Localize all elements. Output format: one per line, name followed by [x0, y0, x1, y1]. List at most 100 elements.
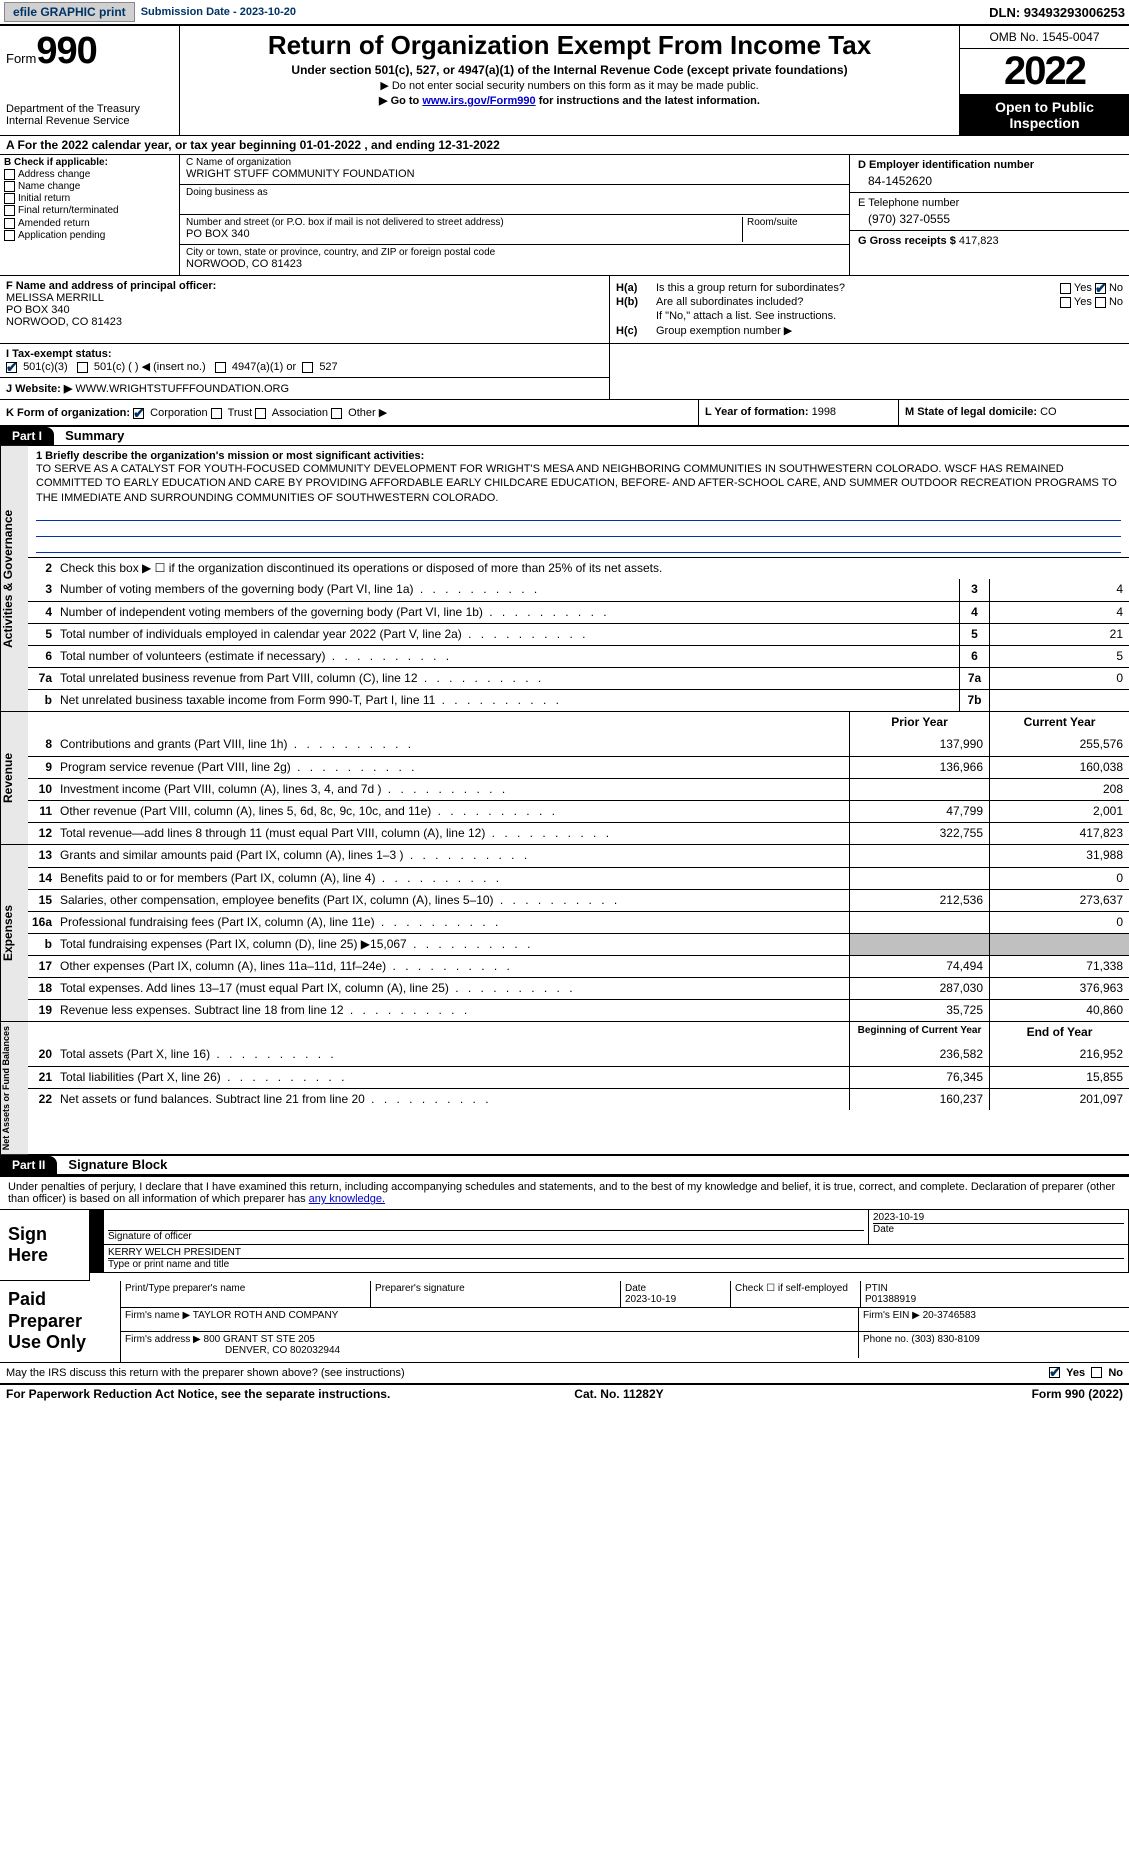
line-label: Other revenue (Part VIII, column (A), li… [56, 801, 849, 822]
arrow-icon [90, 1245, 104, 1272]
form-id-block: Form990 Department of the Treasury Inter… [0, 26, 180, 135]
hc-text: Group exemption number ▶ [656, 324, 792, 337]
city-value: NORWOOD, CO 81423 [186, 258, 843, 270]
part1-header: Part I [0, 427, 54, 445]
association-checkbox[interactable] [255, 408, 266, 419]
501c3-label: 501(c)(3) [23, 361, 68, 373]
application-pending-checkbox[interactable] [4, 230, 15, 241]
dba-label: Doing business as [186, 187, 843, 198]
form-subtitle: Under section 501(c), 527, or 4947(a)(1)… [186, 63, 953, 77]
domicile-value: CO [1040, 406, 1057, 418]
hb-yes-checkbox[interactable] [1060, 297, 1071, 308]
yes-label: Yes [1074, 282, 1092, 294]
prep-date-label: Date [625, 1283, 646, 1294]
501c3-checkbox[interactable] [6, 362, 17, 373]
501c-checkbox[interactable] [77, 362, 88, 373]
current-value: 0 [989, 912, 1129, 933]
initial-return-checkbox[interactable] [4, 193, 15, 204]
line-label: Salaries, other compensation, employee b… [56, 890, 849, 911]
open-to-public: Open to Public Inspection [960, 95, 1129, 135]
prior-value [849, 868, 989, 889]
line-num: 9 [28, 757, 56, 778]
line-num: b [28, 690, 56, 711]
current-value: 40,860 [989, 1000, 1129, 1021]
form-number: 990 [36, 30, 96, 72]
address-change-checkbox[interactable] [4, 169, 15, 180]
current-value: 417,823 [989, 823, 1129, 844]
prior-value: 287,030 [849, 978, 989, 999]
current-value: 216,952 [989, 1044, 1129, 1066]
discuss-label: May the IRS discuss this return with the… [6, 1367, 405, 1379]
prior-value: 160,237 [849, 1089, 989, 1110]
line-label: Total number of individuals employed in … [56, 624, 959, 645]
line-num: 16a [28, 912, 56, 933]
line-label: Benefits paid to or for members (Part IX… [56, 868, 849, 889]
firm-name-label: Firm's name ▶ [125, 1310, 190, 1321]
prior-value: 137,990 [849, 734, 989, 756]
irs-link[interactable]: www.irs.gov/Form990 [422, 95, 535, 107]
current-value: 376,963 [989, 978, 1129, 999]
firm-name: TAYLOR ROTH AND COMPANY [193, 1310, 339, 1321]
no-label-2: No [1109, 296, 1123, 308]
mission-label: 1 Briefly describe the organization's mi… [36, 450, 424, 462]
line-num: 19 [28, 1000, 56, 1021]
line-num: 21 [28, 1067, 56, 1088]
line-label: Net assets or fund balances. Subtract li… [56, 1089, 849, 1110]
hb-label: H(b) [616, 296, 656, 308]
4947-checkbox[interactable] [215, 362, 226, 373]
line-label: Total number of volunteers (estimate if … [56, 646, 959, 667]
current-value: 31,988 [989, 845, 1129, 867]
end-year-header: End of Year [989, 1022, 1129, 1044]
line-label: Total liabilities (Part X, line 26) [56, 1067, 849, 1088]
firm-addr2: DENVER, CO 802032944 [125, 1345, 340, 1356]
ptin-label: PTIN [865, 1283, 888, 1294]
revenue-tab: Revenue [0, 712, 28, 844]
org-name-label: C Name of organization [186, 157, 843, 168]
line-num: 6 [28, 646, 56, 667]
perjury-text: Under penalties of perjury, I declare th… [8, 1181, 1115, 1205]
address-change-label: Address change [18, 169, 90, 180]
any-knowledge-link[interactable]: any knowledge. [309, 1193, 385, 1205]
corporation-checkbox[interactable] [133, 408, 144, 419]
527-checkbox[interactable] [302, 362, 313, 373]
ein-label: D Employer identification number [858, 159, 1121, 171]
check-applicable-block: B Check if applicable: Address change Na… [0, 155, 180, 275]
self-employed-check: Check ☐ if self-employed [731, 1281, 861, 1307]
ha-yes-checkbox[interactable] [1060, 283, 1071, 294]
line-num: 14 [28, 868, 56, 889]
yes-label-3: Yes [1066, 1367, 1085, 1379]
trust-checkbox[interactable] [211, 408, 222, 419]
tax-year-range: A For the 2022 calendar year, or tax yea… [0, 136, 1129, 155]
final-return-label: Final return/terminated [18, 206, 119, 217]
final-return-checkbox[interactable] [4, 205, 15, 216]
efile-print-button[interactable]: efile GRAPHIC print [4, 2, 135, 22]
room-suite-label: Room/suite [743, 217, 843, 242]
527-label: 527 [319, 361, 337, 373]
association-label: Association [272, 407, 328, 419]
form-title: Return of Organization Exempt From Incom… [186, 30, 953, 61]
prior-value: 35,725 [849, 1000, 989, 1021]
hb-no-checkbox[interactable] [1095, 297, 1106, 308]
firm-addr1: 800 GRANT ST STE 205 [204, 1334, 315, 1345]
line-num: 5 [28, 624, 56, 645]
line-num: b [28, 934, 56, 955]
name-change-checkbox[interactable] [4, 181, 15, 192]
other-checkbox[interactable] [331, 408, 342, 419]
prior-value [849, 779, 989, 800]
discuss-no-checkbox[interactable] [1091, 1367, 1102, 1378]
street-value: PO BOX 340 [186, 228, 738, 240]
ha-no-checkbox[interactable] [1095, 283, 1106, 294]
form-org-label: K Form of organization: [6, 407, 130, 419]
line-ref: 6 [959, 646, 989, 667]
amended-return-label: Amended return [18, 218, 90, 229]
city-label: City or town, state or province, country… [186, 247, 843, 258]
line-label: Net unrelated business taxable income fr… [56, 690, 959, 711]
discuss-yes-checkbox[interactable] [1049, 1367, 1060, 1378]
sig-date-label: Date [873, 1223, 1124, 1235]
amended-return-checkbox[interactable] [4, 218, 15, 229]
tax-year: 2022 [960, 49, 1129, 95]
street-label: Number and street (or P.O. box if mail i… [186, 217, 738, 228]
ssn-note: ▶ Do not enter social security numbers o… [186, 79, 953, 92]
no-label: No [1109, 282, 1123, 294]
signature-label: Signature of officer [108, 1230, 864, 1242]
